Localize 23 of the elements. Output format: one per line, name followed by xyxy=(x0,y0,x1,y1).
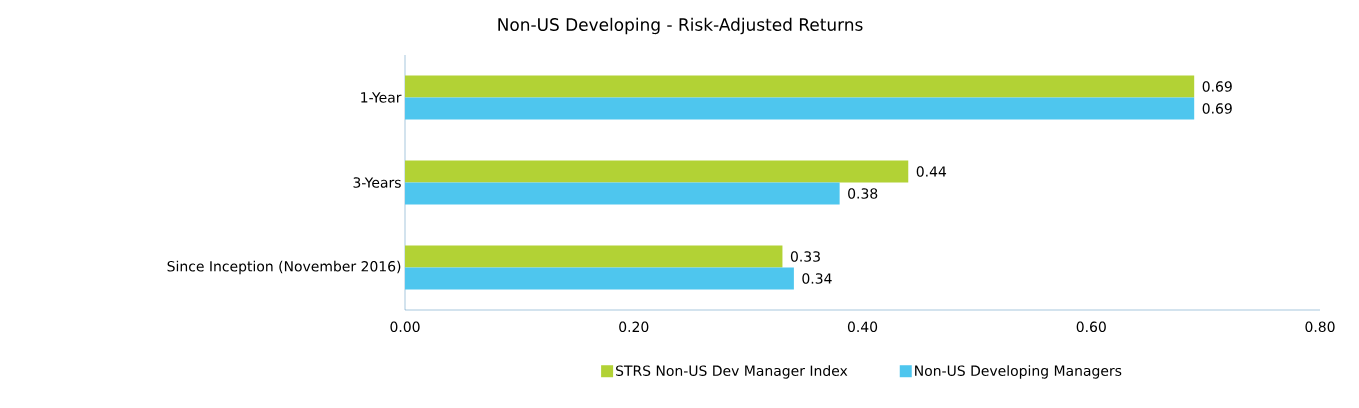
bar xyxy=(405,160,909,183)
x-tick-label: 0.40 xyxy=(847,321,878,333)
y-tick-label: Since Inception (November 2016) xyxy=(167,260,401,275)
bar xyxy=(405,97,1195,120)
data-label: 0.38 xyxy=(848,188,878,199)
data-label: 0.33 xyxy=(790,251,820,262)
bar xyxy=(405,182,840,205)
legend-label: Non-US Developing Managers xyxy=(915,365,1122,379)
data-label: 0.34 xyxy=(802,273,832,284)
y-tick-label: 3-Years xyxy=(353,177,401,188)
chart-title: Non-US Developing - Risk-Adjusted Returns xyxy=(498,17,863,35)
x-tick-label: 0.20 xyxy=(619,321,649,333)
data-label: 0.44 xyxy=(916,166,947,177)
x-tick-label: 0.80 xyxy=(1305,321,1335,333)
data-label: 0.69 xyxy=(1202,103,1232,114)
x-tick-label: 0.00 xyxy=(390,321,420,333)
bar xyxy=(405,245,783,268)
x-tick-label: 0.60 xyxy=(1076,321,1106,333)
y-tick-label: 1-Year xyxy=(361,92,402,103)
legend-label: STRS Non-US Dev Manager Index xyxy=(616,365,848,379)
data-label: 0.69 xyxy=(1202,81,1232,92)
bar xyxy=(405,267,794,290)
bar xyxy=(405,75,1195,98)
